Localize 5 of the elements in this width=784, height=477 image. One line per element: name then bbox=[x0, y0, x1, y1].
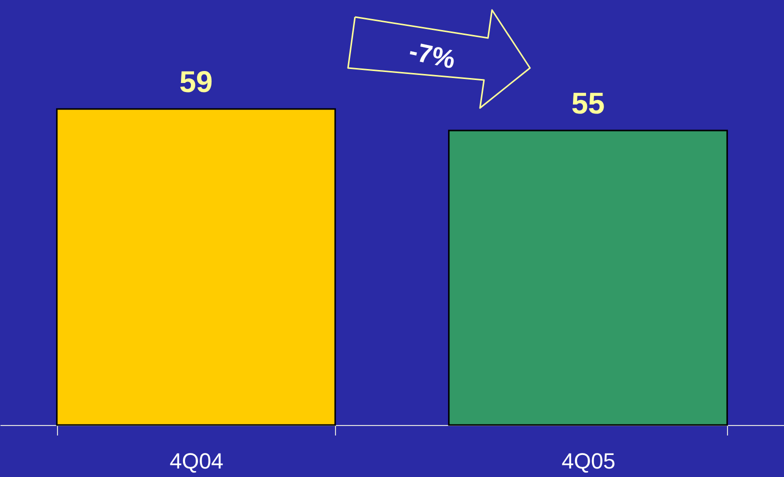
data-label: 55 bbox=[571, 87, 605, 120]
x-tick-label: 4Q04 bbox=[170, 448, 224, 474]
data-label: 59 bbox=[179, 66, 213, 100]
text: -7% bbox=[406, 36, 458, 74]
x-tick-label: 4Q05 bbox=[562, 448, 616, 474]
